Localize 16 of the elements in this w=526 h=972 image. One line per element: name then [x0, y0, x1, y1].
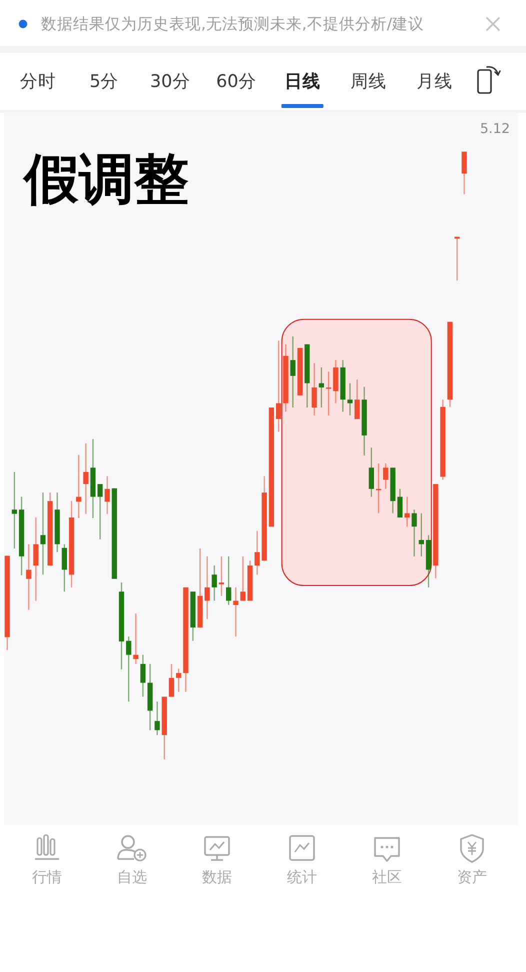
text: 行情 [32, 868, 62, 886]
text: 5.12 [480, 121, 510, 137]
text: 日线 [284, 71, 320, 92]
text: 数据结果仅为历史表现,无法预测未来,不提供分析/建议 [41, 15, 424, 33]
text: 分时 [20, 72, 56, 92]
text: 周线 [350, 72, 386, 92]
chart-title: 假调整 [22, 147, 189, 211]
text: 数据 [202, 868, 232, 886]
text: 统计 [287, 868, 317, 886]
text: 月线 [416, 72, 453, 92]
text: 60分 [216, 72, 256, 92]
text: 5分 [90, 72, 119, 92]
text: 30分 [150, 72, 190, 92]
text: 资产 [457, 868, 487, 886]
text: 社区 [372, 868, 402, 886]
text: 自选 [117, 868, 147, 886]
